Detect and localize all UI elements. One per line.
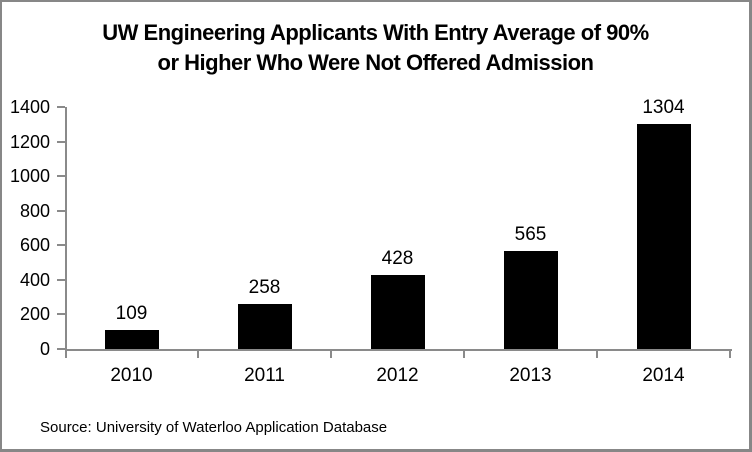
x-axis-label: 2012: [376, 365, 419, 386]
x-axis-tick: [330, 351, 332, 358]
y-axis-label: 0: [39, 339, 50, 359]
y-axis-label: 1400: [9, 97, 50, 117]
bar-value-label: 109: [115, 303, 148, 324]
x-axis-label: 2011: [244, 365, 285, 386]
y-axis-tick: [57, 106, 65, 108]
bar-value-label: 258: [248, 277, 281, 298]
x-axis-tick: [729, 351, 731, 358]
y-axis-tick: [57, 175, 65, 178]
chart-title: UW Engineering Applicants With Entry Ave…: [2, 18, 749, 78]
y-axis-label: 1000: [9, 166, 50, 187]
y-axis-label: 200: [19, 304, 50, 325]
bar: [504, 251, 558, 349]
y-axis-tick: [57, 348, 65, 350]
chart-title-line1: UW Engineering Applicants With Entry Ave…: [102, 20, 649, 45]
bar-value-label: 1304: [642, 97, 685, 118]
x-axis-label: 2014: [642, 365, 685, 386]
bar: [637, 124, 691, 349]
bar: [238, 304, 292, 349]
x-axis-tick: [596, 351, 598, 358]
y-axis-label: 400: [19, 269, 50, 290]
source-note: Source: University of Waterloo Applicati…: [40, 419, 388, 436]
y-axis-tick: [57, 209, 65, 212]
y-axis-label: 600: [19, 235, 50, 256]
x-axis-label: 2010: [110, 365, 153, 386]
bar-value-label: 428: [381, 248, 414, 269]
x-axis-line: [65, 349, 732, 351]
x-axis-tick: [463, 351, 465, 358]
bar: [105, 330, 159, 349]
y-axis-label: 800: [19, 200, 50, 221]
y-axis-tick: [57, 244, 65, 247]
x-axis-label: 2013: [509, 365, 552, 386]
y-axis-line: [65, 107, 67, 358]
y-axis-label: 1200: [9, 131, 50, 152]
y-axis-tick: [57, 313, 65, 316]
plot-area: 0 200 400 600 800 1000 1200 1400 109 2010 258 2011 4…: [10, 97, 732, 386]
y-axis-tick: [57, 278, 65, 281]
x-axis-tick: [197, 351, 199, 358]
y-axis-tick: [57, 140, 65, 143]
chart-title-line2: or Higher Who Were Not Offered Admission: [157, 50, 594, 75]
x-axis-tick: [65, 351, 67, 358]
bar-value-label: 565: [514, 224, 547, 245]
bar: [371, 275, 425, 349]
